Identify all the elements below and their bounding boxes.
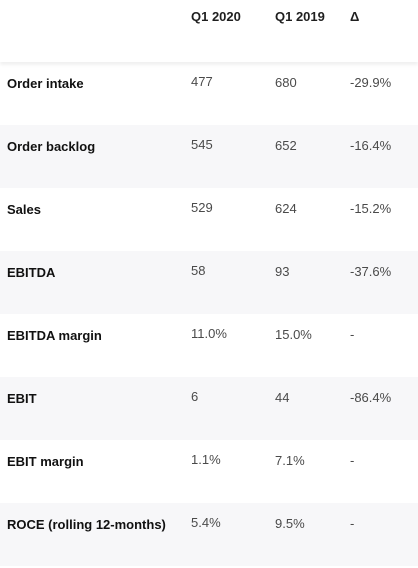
table-row: EBIT 6 44 -86.4% [0,377,418,440]
row-label: Order intake [7,76,84,91]
cell-delta: -29.9% [350,75,392,90]
cell-q1-2019: 15.0% [275,327,312,342]
cell-delta: -16.4% [350,138,392,153]
table-row: EBITDA 58 93 -37.6% [0,251,418,314]
cell-q1-2019: 44 [275,390,290,405]
table-row: Sales 529 624 -15.2% [0,188,418,251]
cell-q1-2019: 7.1% [275,453,305,468]
column-header-q1-2019: Q1 2019 [275,9,325,24]
row-label: EBITDA [7,265,56,280]
row-label: EBIT [7,391,37,406]
row-label: Sales [7,202,41,217]
table-row: EBITDA margin 11.0% 15.0% - [0,314,418,377]
cell-q1-2020: 5.4% [191,515,221,530]
cell-q1-2019: 624 [275,201,297,216]
column-header-q1-2020: Q1 2020 [191,9,241,24]
cell-q1-2019: 93 [275,264,290,279]
row-label: Order backlog [7,139,96,154]
table-header: Q1 2020 Q1 2019 Δ [0,0,418,62]
cell-q1-2020: 6 [191,389,199,404]
cell-q1-2019: 9.5% [275,516,305,531]
cell-delta: -86.4% [350,390,392,405]
cell-q1-2020: 58 [191,263,206,278]
cell-delta: - [350,327,355,342]
cell-delta: - [350,453,355,468]
cell-delta: - [350,516,355,531]
cell-q1-2019: 652 [275,138,297,153]
column-header-delta: Δ [350,9,360,24]
cell-q1-2019: 680 [275,75,297,90]
cell-q1-2020: 11.0% [191,326,227,341]
table-row: ROCE (rolling 12-months) 5.4% 9.5% - [0,503,418,566]
cell-q1-2020: 477 [191,74,213,89]
table-row: Order intake 477 680 -29.9% [0,62,418,125]
row-label: EBITDA margin [7,328,102,343]
row-label: EBIT margin [7,454,84,469]
cell-delta: -37.6% [350,264,392,279]
table-row: Order backlog 545 652 -16.4% [0,125,418,188]
cell-delta: -15.2% [350,201,392,216]
row-label: ROCE (rolling 12-months) [7,517,166,532]
cell-q1-2020: 1.1% [191,452,221,467]
cell-q1-2020: 529 [191,200,213,215]
table-row: EBIT margin 1.1% 7.1% - [0,440,418,503]
cell-q1-2020: 545 [191,137,213,152]
